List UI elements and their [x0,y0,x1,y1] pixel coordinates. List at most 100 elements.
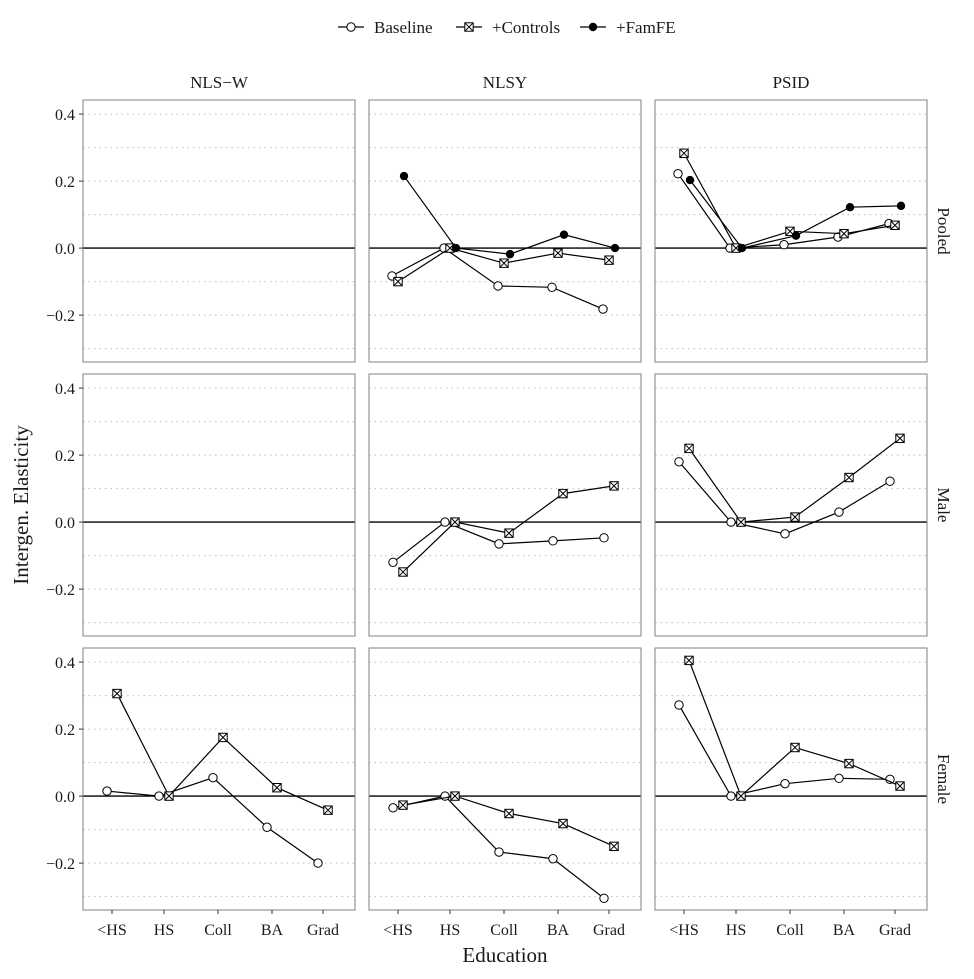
x-tick-label: Grad [593,922,625,939]
data-point [398,567,408,577]
x-tick-label: HS [726,922,746,939]
data-point [493,281,503,291]
y-tick-label: 0.4 [55,381,75,398]
data-point [726,791,736,801]
marker-cross [272,783,282,793]
y-tick-label: −0.2 [46,856,75,873]
y-tick-label: 0.2 [55,174,75,191]
data-point [450,791,460,801]
marker-cross [890,220,900,230]
data-point [272,783,282,793]
data-point [559,230,569,239]
row-strip-label: Male [934,488,953,523]
marker-cross [445,243,455,253]
data-point [599,533,609,543]
x-tick-label: Coll [776,922,804,939]
marker-cross [844,472,854,483]
column-strip-label: PSID [773,73,810,92]
data-point [780,529,790,539]
legend-item: Baseline [338,18,433,37]
marker-cross [504,528,514,538]
data-point [440,791,450,801]
data-point [547,282,557,292]
x-tick-label: BA [261,922,284,939]
data-point [164,791,174,801]
legend-label: +Controls [492,18,560,37]
data-point [208,772,218,783]
x-tick-label: Grad [307,922,339,939]
series-controls [398,481,619,577]
data-point [780,778,790,789]
marker-cross [609,481,619,491]
marker-cross [499,258,509,268]
series-baseline [674,700,895,801]
panel-background [83,648,355,910]
marker-cross [323,805,333,815]
data-point [791,231,801,240]
marker-cross [736,791,746,801]
data-point [494,539,504,549]
data-point [679,148,689,158]
marker-cross [164,791,174,801]
panel-border [368,647,642,911]
y-tick-label: −0.2 [46,308,75,325]
series-baseline [388,791,609,903]
data-point [218,732,228,743]
data-point [779,240,789,250]
panel-pooled-1 [368,99,642,363]
marker-cross [398,800,408,810]
panel-background [369,100,641,362]
legend-label: Baseline [374,18,433,37]
marker-cross [450,791,460,801]
row-strip-label: Female [934,754,953,804]
data-point [505,249,515,259]
data-point [685,175,695,185]
data-point [154,791,164,801]
data-point [604,255,614,265]
panel-male-0: −0.2 0.0 0.2 0.4 [46,373,356,637]
data-point [262,822,272,832]
legend-marker [588,22,598,32]
column-strip-label: NLS−W [190,73,249,92]
panel-border [368,99,642,363]
data-point [885,476,895,486]
data-point [388,803,398,813]
panel-background [369,648,641,910]
series-famfe [399,171,620,259]
data-point [790,512,800,522]
data-point [609,481,619,491]
data-point [609,841,619,852]
column-strip-label: NLSY [483,73,527,92]
legend: Baseline +Controls +FamFE [338,18,676,37]
legend-marker [346,22,356,32]
data-point [553,248,563,258]
marker-cross [112,689,122,699]
data-point [726,517,736,527]
marker-cross [679,148,689,158]
marker-cross [790,512,800,522]
marker-cross [450,517,460,527]
series-baseline [674,457,895,539]
data-point [684,443,694,454]
data-point [499,258,509,268]
marker-cross [790,742,800,753]
data-point [504,528,514,538]
marker-cross [684,655,694,665]
marker-cross [504,808,514,819]
x-tick-label: Grad [879,922,911,939]
panel-border [368,373,642,637]
series-famfe [685,175,906,253]
x-tick-label: <HS [383,922,412,939]
data-point [845,203,855,212]
data-point [451,243,461,253]
panel-background [655,374,927,636]
panel-border [82,647,356,911]
data-point [388,557,398,567]
y-tick-label: 0.0 [55,515,75,532]
marker-cross [844,759,854,769]
marker-cross [736,517,746,527]
data-point [834,507,844,517]
data-point [112,688,122,699]
panels: NLS−W NLSY PSID Pooled Male Female −0.2 0.0 0.2 0… [46,73,953,939]
